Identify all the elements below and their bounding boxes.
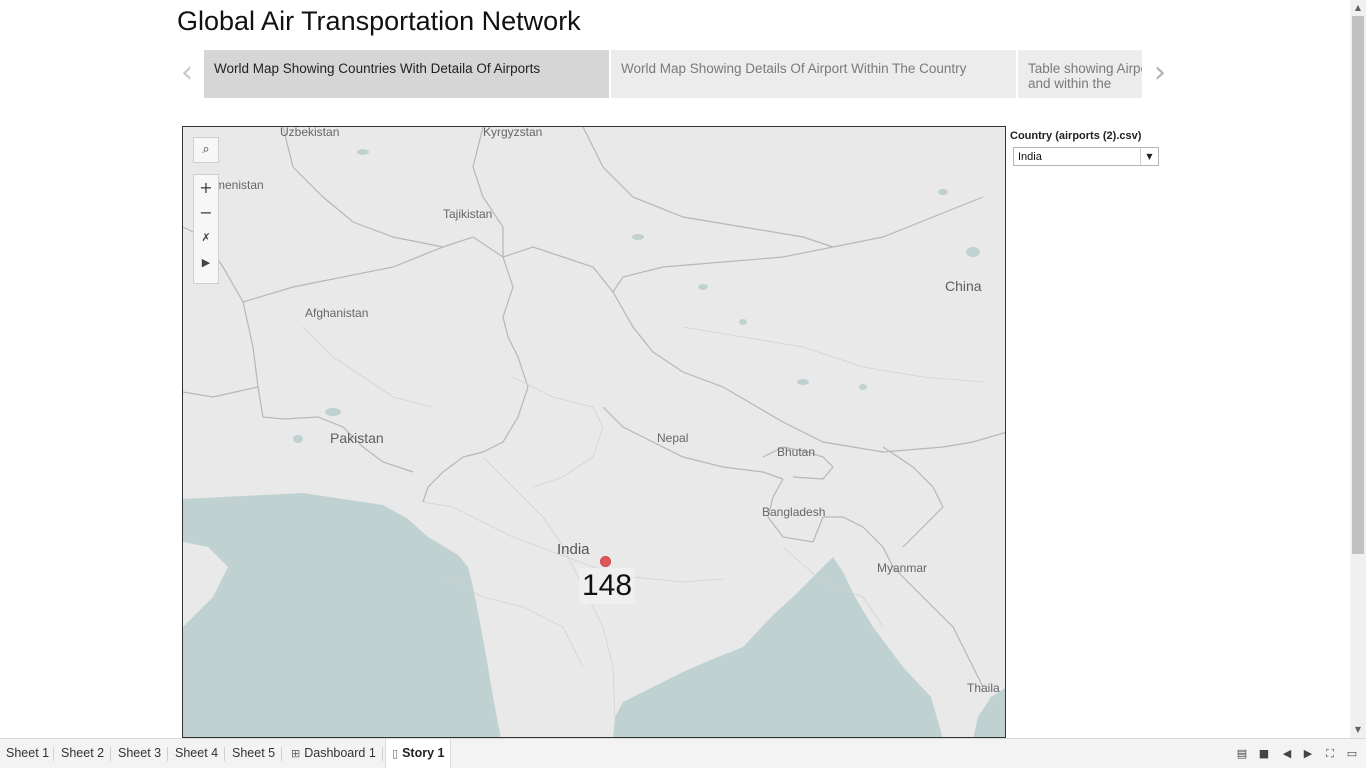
story-icon: ▯ xyxy=(392,747,399,760)
show-filmstrip-icon[interactable]: ▤ xyxy=(1236,747,1248,760)
map-background xyxy=(183,127,1005,737)
zoom-in-button[interactable]: + xyxy=(199,178,213,197)
next-story-point-button[interactable]: › xyxy=(1148,56,1172,90)
vertical-scrollbar[interactable]: ▲ ▼ xyxy=(1350,0,1366,738)
tab-divider xyxy=(281,747,282,761)
country-filter-dropdown[interactable]: India ▼ xyxy=(1013,147,1159,166)
tab-divider xyxy=(382,747,383,761)
map-toolbar: + − ✗ ▶ xyxy=(193,174,219,284)
tab-sheet-1[interactable]: Sheet 1 xyxy=(6,746,50,760)
play-icon: ▶ xyxy=(201,256,211,269)
airport-count-label: 148 xyxy=(579,568,635,604)
previous-sheet-icon[interactable]: ◀ xyxy=(1282,747,1292,760)
map-label-turkmenistan: menistan xyxy=(215,178,264,192)
presentation-mode-icon[interactable]: ▭ xyxy=(1346,747,1358,760)
tab-dashboard-1[interactable]: ⊞ Dashboard 1 xyxy=(285,739,382,768)
scroll-down-arrow-icon[interactable]: ▼ xyxy=(1354,725,1362,734)
map-label-afghanistan: Afghanistan xyxy=(305,306,369,320)
sheet-tab-bar: Sheet 1 Sheet 2 Sheet 3 Sheet 4 Sheet 5 … xyxy=(0,738,1366,768)
unpin-map-button[interactable]: ✗ xyxy=(194,225,218,250)
map-label-myanmar: Myanmar xyxy=(877,561,928,575)
dashboard-icon: ⊞ xyxy=(291,747,301,760)
map-label-kyrgyzstan: Kyrgyzstan xyxy=(483,126,543,139)
country-filter-title: Country (airports (2).csv) xyxy=(1010,130,1142,142)
map-label-nepal: Nepal xyxy=(657,431,689,445)
scrollbar-thumb[interactable] xyxy=(1352,16,1364,554)
story-point-3[interactable]: Table showing Airpo world and within the xyxy=(1018,50,1142,98)
map-label-bhutan: Bhutan xyxy=(777,445,816,459)
show-sheet-icon[interactable]: ■ xyxy=(1258,747,1270,760)
tab-sheet-3[interactable]: Sheet 3 xyxy=(118,746,162,760)
chevron-left-icon: ‹ xyxy=(181,55,193,90)
chevron-down-icon: ▼ xyxy=(1140,148,1158,165)
tab-divider xyxy=(110,747,111,761)
map-label-thailand: Thaila xyxy=(967,681,1000,695)
story-point-1[interactable]: World Map Showing Countries With Detaila… xyxy=(204,50,609,98)
tab-sheet-5[interactable]: Sheet 5 xyxy=(232,746,276,760)
tab-sheet-2[interactable]: Sheet 2 xyxy=(61,746,105,760)
airport-marker[interactable] xyxy=(600,556,611,567)
story-title: Global Air Transportation Network xyxy=(177,6,581,36)
country-filter-value: India xyxy=(1018,151,1042,163)
map-label-tajikistan: Tajikistan xyxy=(443,207,493,221)
map-search-button[interactable]: ⌕ xyxy=(193,137,219,163)
story-point-2[interactable]: World Map Showing Details Of Airport Wit… xyxy=(611,50,1016,98)
unpin-icon: ✗ xyxy=(201,231,211,244)
map-label-bangladesh: Bangladesh xyxy=(762,505,826,519)
fullscreen-icon[interactable]: ⛶ xyxy=(1326,747,1334,760)
map-label-india: India xyxy=(557,541,590,558)
tab-divider xyxy=(53,747,54,761)
tab-sheet-4[interactable]: Sheet 4 xyxy=(175,746,219,760)
story-navigator: World Map Showing Countries With Detaila… xyxy=(204,50,1142,98)
tab-divider xyxy=(167,747,168,761)
tab-story-1[interactable]: ▯ Story 1 xyxy=(385,739,452,768)
tab-divider xyxy=(224,747,225,761)
zoom-out-button[interactable]: − xyxy=(199,203,213,222)
scroll-up-arrow-icon[interactable]: ▲ xyxy=(1354,3,1362,12)
tab-story-1-label: Story 1 xyxy=(402,746,445,760)
map-label-pakistan: Pakistan xyxy=(330,430,384,446)
tab-dashboard-1-label: Dashboard 1 xyxy=(304,746,376,760)
search-icon: ⌕ xyxy=(202,142,210,157)
chevron-right-icon: › xyxy=(1154,55,1166,90)
map-label-uzbekistan: Uzbekistan xyxy=(280,126,340,139)
next-sheet-icon[interactable]: ▶ xyxy=(1303,747,1313,760)
expand-toolbar-button[interactable]: ▶ xyxy=(194,250,218,275)
world-map[interactable]: Uzbekistan Kyrgyzstan menistan Tajikista… xyxy=(182,126,1006,738)
map-label-china: China xyxy=(945,278,982,294)
previous-story-point-button[interactable]: ‹ xyxy=(175,56,199,90)
